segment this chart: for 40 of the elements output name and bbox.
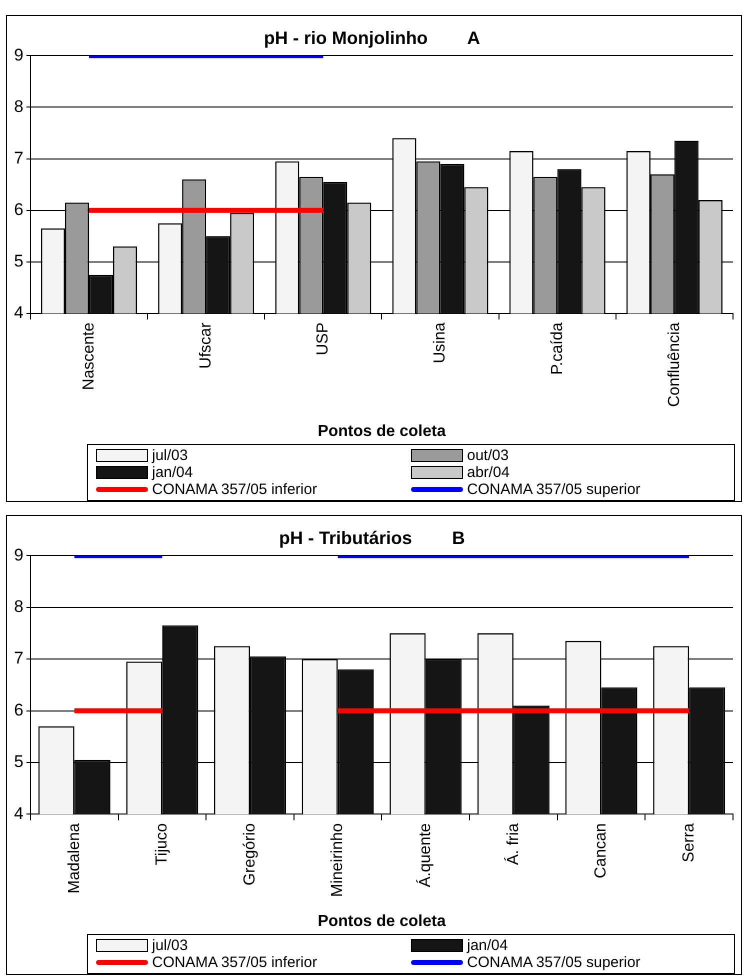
y-tick-label: 8 [14, 96, 24, 116]
y-tick-label: 9 [14, 545, 24, 564]
x-tick-label: Usina [432, 322, 449, 364]
x-tick-label: Á.quente [416, 823, 434, 888]
x-axis-title: Pontos de coleta [318, 423, 446, 440]
series-label: jul/03 [152, 447, 188, 464]
series-label: jul/03 [152, 937, 188, 954]
legend-label: out/03 [467, 447, 509, 464]
x-tick-label: Serra [680, 823, 698, 862]
y-tick-label: 5 [14, 752, 24, 772]
x-tick-label: Mineirinho [329, 823, 346, 897]
y-tick-label: 7 [14, 148, 24, 168]
x-tick-label: Ufscar [197, 322, 214, 369]
legend-label: jan/04 [467, 937, 508, 954]
y-tick-label: 6 [14, 700, 24, 720]
x-tick-label: Á. fria [504, 823, 522, 865]
x-tick-label: Gregório [241, 823, 258, 886]
chart-title: pH - Tributários B [278, 528, 466, 548]
x-tick-label: Tijuco [154, 823, 171, 866]
y-tick-label: 4 [14, 303, 24, 322]
x-tick-label: Cancan [592, 823, 610, 878]
x-tick-label: Madalena [66, 823, 83, 894]
x-tick-label: Nascente [80, 322, 98, 390]
y-tick-label: 4 [14, 804, 24, 823]
legend-label: CONAMA 357/05 superior [467, 954, 640, 971]
x-axis-title: Pontos de coleta [318, 913, 446, 930]
y-tick-label: 9 [14, 45, 24, 64]
y-tick-label: 8 [14, 597, 24, 616]
x-tick-label: P.caída [548, 322, 566, 375]
legend-label: jan/04 [152, 464, 193, 481]
chart-title: pH - rio Monjolinho A [264, 28, 480, 48]
x-tick-label: USP [314, 322, 332, 356]
legend-label: CONAMA 357/05 inferior [152, 481, 318, 498]
y-tick-label: 7 [14, 648, 24, 668]
legend-label: CONAMA 357/05 inferior [152, 954, 318, 971]
legend-label: abr/04 [467, 464, 510, 481]
x-tick-label: Confluência [666, 322, 683, 407]
legend-label: CONAMA 357/05 superior [467, 481, 640, 498]
y-tick-label: 5 [14, 252, 24, 271]
y-tick-label: 6 [14, 200, 24, 220]
